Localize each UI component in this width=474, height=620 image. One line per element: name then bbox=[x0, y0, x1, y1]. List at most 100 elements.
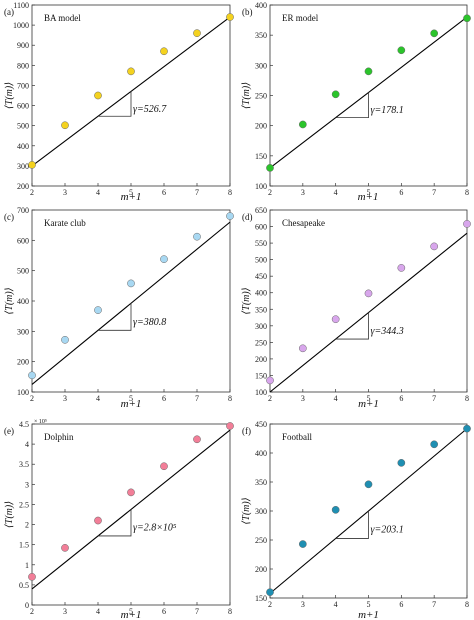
y-tick-label: 900 bbox=[17, 41, 29, 50]
x-tick-label: 6 bbox=[399, 188, 403, 197]
y-tick-label: 300 bbox=[255, 61, 267, 70]
data-point bbox=[28, 572, 36, 581]
panel-label: (d) bbox=[242, 212, 253, 222]
x-tick-label: 4 bbox=[334, 188, 338, 197]
y-tick-label: 400 bbox=[17, 297, 29, 306]
y-axis-label: ⟨T(m)⟩ bbox=[241, 497, 252, 524]
data-point bbox=[94, 91, 102, 100]
y-tick-label: 500 bbox=[255, 256, 267, 265]
x-tick-label: 7 bbox=[432, 600, 436, 609]
y-tick-label: 200 bbox=[17, 358, 29, 367]
data-point bbox=[28, 371, 36, 380]
x-tick-label: 4 bbox=[96, 607, 100, 616]
y-tick-label: 300 bbox=[255, 507, 267, 516]
data-point bbox=[266, 164, 274, 172]
x-tick-label: 4 bbox=[96, 188, 100, 197]
series-name: ER model bbox=[282, 13, 319, 23]
x-tick-label: 8 bbox=[228, 188, 232, 197]
series-name: BA model bbox=[44, 13, 81, 23]
x-tick-label: 7 bbox=[195, 394, 199, 403]
data-point bbox=[160, 47, 168, 56]
x-axis-label: m+1 bbox=[358, 398, 379, 410]
x-tick-label: 2 bbox=[30, 188, 34, 197]
data-point bbox=[463, 14, 471, 23]
y-axis-label: ⟨T(m)⟩ bbox=[4, 82, 15, 109]
y-tick-label: 650 bbox=[255, 206, 267, 215]
data-point bbox=[266, 376, 274, 385]
y-tick-label: 200 bbox=[17, 182, 29, 191]
x-tick-label: 7 bbox=[432, 394, 436, 403]
data-point bbox=[61, 544, 69, 552]
data-point bbox=[94, 306, 102, 314]
y-tick-label: 300 bbox=[17, 327, 29, 336]
data-point bbox=[127, 67, 135, 76]
x-axis-label: m+1 bbox=[121, 398, 142, 410]
x-tick-label: 3 bbox=[301, 188, 305, 197]
y-tick-label: 550 bbox=[255, 239, 267, 248]
y-tick-label: 400 bbox=[255, 1, 267, 10]
data-point bbox=[364, 289, 373, 298]
x-axis-label: m+1 bbox=[358, 609, 379, 620]
x-tick-label: 2 bbox=[268, 394, 272, 403]
gamma-label: γ=380.8 bbox=[133, 317, 166, 328]
x-tick-label: 5 bbox=[129, 188, 133, 197]
x-tick-label: 6 bbox=[162, 188, 166, 197]
y-tick-label: 1 bbox=[25, 561, 29, 570]
data-point bbox=[94, 516, 102, 525]
y-tick-label: 200 bbox=[255, 355, 267, 364]
y-tick-label: 2 bbox=[25, 521, 29, 530]
y-tick-label: 400 bbox=[255, 449, 267, 458]
data-point bbox=[226, 212, 234, 220]
data-point bbox=[298, 344, 307, 353]
x-tick-label: 6 bbox=[162, 607, 166, 616]
x-tick-label: 8 bbox=[465, 600, 469, 609]
data-point bbox=[430, 29, 439, 38]
y-tick-label: 0 bbox=[25, 601, 29, 610]
panel-d: 2 3 4 5 6 7 8 100 150 200 250 300 350 400 450 500 550 600… bbox=[241, 206, 471, 410]
gamma-label: γ=344.3 bbox=[371, 326, 404, 337]
x-tick-label: 2 bbox=[268, 600, 272, 609]
data-point bbox=[298, 540, 307, 548]
y-tick-label: 700 bbox=[17, 81, 29, 90]
y-tick-label: 350 bbox=[255, 31, 267, 40]
x-tick-label: 2 bbox=[268, 188, 272, 197]
y-multiplier: × 10⁵ bbox=[34, 419, 47, 425]
panel-e: 2 3 4 5 6 7 8 0 0.5 1 1.5 2 2.5 3 3.5 4 4.5 × 10⁵ γ=2.8×10… bbox=[4, 419, 234, 620]
y-tick-label: 350 bbox=[255, 305, 267, 314]
series-name: Dolphin bbox=[44, 432, 74, 442]
data-point bbox=[28, 161, 36, 169]
x-tick-label: 5 bbox=[367, 188, 371, 197]
panel-label: (c) bbox=[4, 212, 14, 222]
data-point bbox=[266, 588, 274, 597]
y-tick-label: 500 bbox=[17, 267, 29, 276]
x-tick-label: 8 bbox=[465, 188, 469, 197]
x-axis-label: m+1 bbox=[121, 191, 142, 203]
data-point bbox=[160, 255, 168, 263]
data-point bbox=[364, 480, 373, 489]
panel-label: (b) bbox=[242, 7, 253, 17]
data-point bbox=[127, 279, 135, 288]
panel-c: 2 3 4 5 6 7 8 100 200 300 400 500 600 700 γ=380.8 (c) Ka… bbox=[4, 206, 234, 410]
series-name: Football bbox=[282, 432, 313, 442]
data-point bbox=[463, 424, 471, 433]
x-tick-label: 7 bbox=[195, 188, 199, 197]
panel-a: 2 3 4 5 6 7 8 200 300 400 500 600 700 800 900 1000 1100 γ… bbox=[4, 1, 234, 197]
y-axis-label: ⟨T(m)⟩ bbox=[4, 287, 15, 314]
y-axis-label: ⟨T(m)⟩ bbox=[4, 501, 15, 528]
x-tick-label: 3 bbox=[63, 188, 67, 197]
series-name: Chesapeake bbox=[282, 218, 325, 228]
slope-triangle bbox=[98, 303, 132, 331]
y-tick-label: 300 bbox=[255, 322, 267, 331]
y-tick-label: 100 bbox=[17, 388, 29, 397]
x-tick-label: 6 bbox=[399, 600, 403, 609]
series-name: Karate club bbox=[44, 218, 86, 228]
data-point bbox=[61, 121, 69, 130]
y-tick-label: 250 bbox=[255, 92, 267, 101]
data-point bbox=[226, 422, 234, 430]
y-tick-label: 250 bbox=[255, 536, 267, 545]
x-tick-label: 6 bbox=[162, 394, 166, 403]
data-point bbox=[397, 264, 406, 272]
x-tick-label: 5 bbox=[367, 600, 371, 609]
y-tick-label: 150 bbox=[255, 152, 267, 161]
data-point bbox=[193, 29, 201, 38]
